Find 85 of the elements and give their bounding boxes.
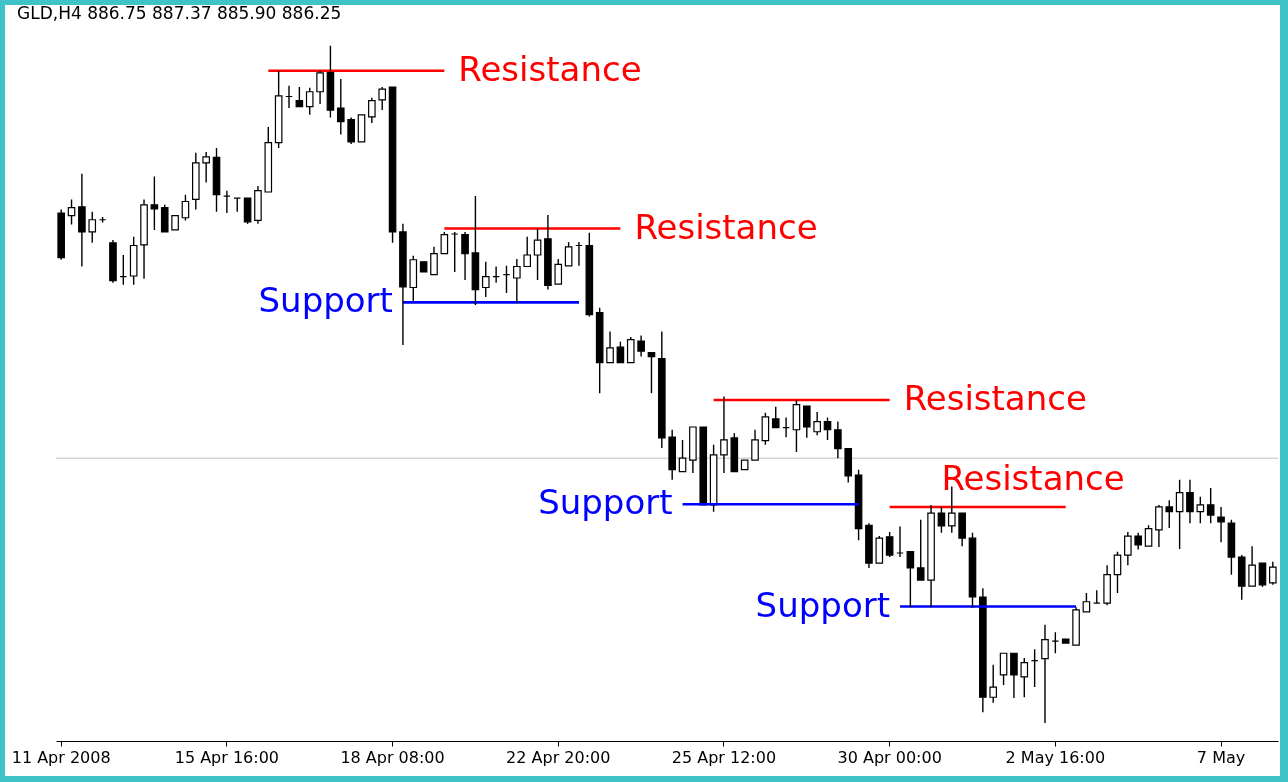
series-label: Support [258, 280, 393, 321]
candlestick [326, 45, 335, 119]
candlestick [958, 512, 966, 547]
x-tick-label: 25 Apr 12:00 [671, 747, 777, 767]
candlestick [1227, 519, 1236, 576]
candlestick [109, 239, 117, 284]
candlestick [1134, 531, 1143, 551]
x-tick-label: 11 Apr 2008 [11, 747, 111, 767]
candlestick [668, 429, 676, 481]
candlestick [595, 307, 604, 394]
candlestick [316, 70, 324, 105]
candlestick [792, 399, 801, 453]
candlestick [336, 78, 345, 136]
candlestick [1103, 564, 1111, 606]
candlestick [751, 429, 759, 461]
series-label: Resistance [458, 48, 642, 89]
candlestick [57, 208, 65, 261]
candlestick [1196, 496, 1205, 524]
candlestick [689, 426, 697, 474]
candlestick [88, 210, 97, 244]
candlestick [171, 215, 179, 231]
candlestick [78, 173, 86, 268]
candlestick [274, 70, 283, 149]
candlestick [523, 236, 532, 268]
candlestick [1124, 531, 1132, 566]
candlestick [212, 147, 221, 213]
candlestick [1072, 606, 1080, 646]
x-tick-label: 2 May 16:00 [1005, 747, 1106, 767]
candlestick [606, 330, 614, 364]
candlestick [471, 195, 480, 306]
candlestick [927, 504, 935, 608]
candlestick [813, 411, 821, 436]
candlestick [140, 198, 148, 280]
candlestick [834, 420, 842, 459]
candlestick [1041, 624, 1049, 724]
candlestick [544, 214, 552, 291]
candlestick [1113, 550, 1122, 594]
candlestick [1248, 545, 1256, 587]
candlestick [1165, 499, 1174, 529]
candlestick [1020, 657, 1029, 698]
candlestick [461, 231, 469, 281]
candlestick [399, 223, 407, 346]
candlestick [740, 459, 749, 471]
x-tick-label: 22 Apr 20:00 [506, 747, 611, 767]
candlestick [1155, 504, 1163, 548]
candlestick [1217, 506, 1225, 543]
candlestick [150, 175, 159, 231]
candlestick [916, 519, 925, 581]
candlestick [658, 330, 666, 449]
candlestick [513, 258, 521, 304]
candlestick [637, 334, 645, 358]
candlestick [906, 551, 915, 608]
candlestick [989, 664, 998, 704]
candlestick [1175, 479, 1184, 550]
series-label: Resistance [634, 206, 818, 247]
candlestick [647, 351, 656, 394]
candlestick [481, 261, 490, 298]
candlestick [254, 185, 262, 225]
series-label: Support [755, 584, 891, 625]
candlestick [533, 227, 542, 281]
candlestick [357, 114, 366, 143]
candlestick [1206, 487, 1215, 524]
candlestick [1186, 479, 1194, 524]
candlestick [202, 151, 210, 184]
x-tick-label: 15 Apr 16:00 [174, 747, 280, 767]
series-label: Support [538, 482, 673, 523]
candlestick [1269, 561, 1277, 586]
candlestick [419, 261, 428, 273]
candlestick [191, 152, 200, 211]
series-label: Resistance [941, 457, 1125, 498]
candlestick [720, 395, 728, 474]
candlestick [865, 522, 873, 569]
candlestick [802, 405, 811, 439]
candlestick [699, 426, 708, 506]
x-tick-label: 7 May [1196, 747, 1246, 767]
candlestick [979, 587, 987, 713]
x-tick-label: 30 Apr 00:00 [837, 747, 942, 767]
x-tick-label: 18 Apr 08:00 [340, 747, 445, 767]
candlestick [368, 97, 376, 124]
candlestick [1061, 638, 1070, 644]
candlestick [430, 246, 438, 276]
chart-title: GLD,H4 886.75 887.37 885.90 886.25 [17, 3, 342, 23]
candlestick [347, 116, 355, 145]
series-label: Resistance [903, 377, 1087, 418]
candlestick [1010, 652, 1018, 699]
